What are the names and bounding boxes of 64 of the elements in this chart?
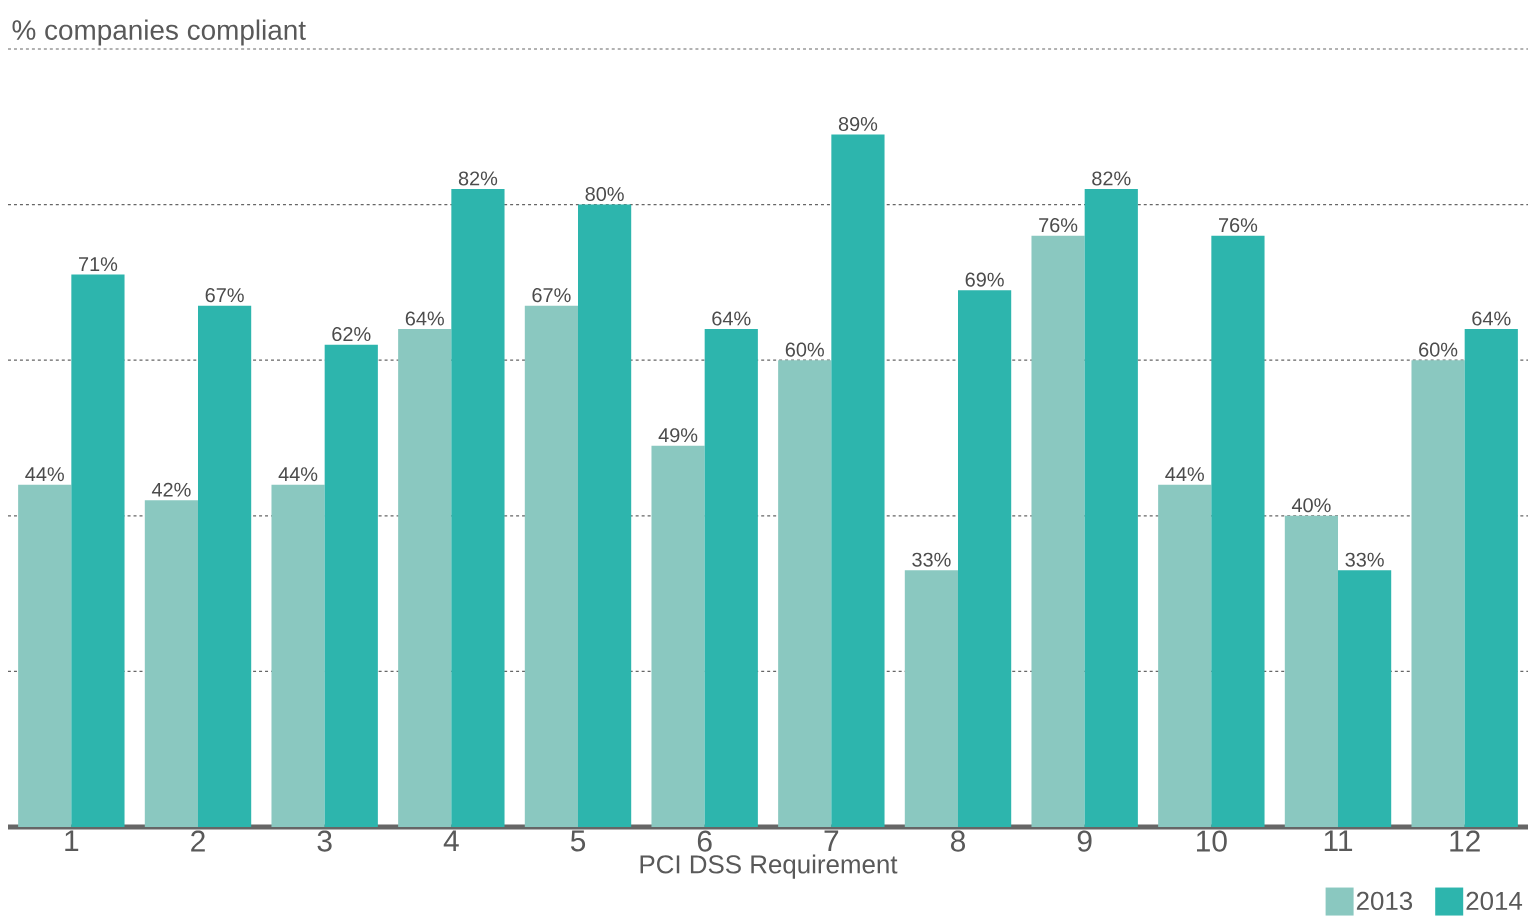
bar: [451, 189, 505, 827]
bar: [1464, 329, 1518, 827]
legend-label: 2013: [1356, 891, 1413, 911]
bar: [524, 305, 578, 827]
bar: [18, 484, 72, 827]
x-tick-label: 2: [191, 830, 205, 852]
data-label: 89%: [838, 116, 878, 132]
x-tick-label: 3: [317, 830, 332, 852]
data-label: 67%: [205, 288, 244, 303]
bar: [1158, 484, 1212, 827]
data-label: 60%: [785, 342, 824, 357]
x-tick-label: 10: [1197, 830, 1227, 852]
x-tick-label: 11: [1324, 830, 1353, 852]
bar: [651, 445, 705, 827]
bar: [398, 329, 452, 827]
data-label: 64%: [712, 311, 751, 326]
data-label: 33%: [1345, 552, 1384, 567]
data-label: 42%: [151, 482, 191, 497]
bar: [71, 274, 125, 827]
data-label: 49%: [658, 428, 698, 443]
bar: [831, 134, 885, 827]
y-axis-title: % companies compliant: [12, 19, 306, 46]
data-label: 44%: [25, 467, 64, 482]
x-tick-label: 1: [65, 830, 79, 852]
x-tick-label: 5: [570, 830, 586, 852]
bar: [704, 329, 758, 827]
x-tick-label: 4: [443, 830, 459, 852]
x-tick-label: 7: [824, 830, 839, 852]
bar: [1211, 235, 1265, 827]
data-label: 64%: [405, 311, 444, 326]
data-label: 64%: [1472, 311, 1511, 326]
x-tick-label: 6: [697, 830, 712, 852]
bar: [198, 305, 252, 827]
bar: [904, 570, 958, 827]
data-label: 69%: [965, 272, 1004, 287]
bar: [144, 500, 198, 827]
data-label: 76%: [1039, 218, 1078, 233]
bar: [271, 484, 325, 827]
data-label: 62%: [332, 327, 371, 342]
x-axis-title: PCI DSS Requirement: [640, 854, 898, 879]
data-label: 80%: [585, 186, 624, 202]
bar: [778, 360, 832, 827]
bar: [578, 204, 632, 827]
data-label: 71%: [79, 257, 118, 272]
bar: [958, 290, 1012, 827]
data-label: 33%: [912, 552, 951, 567]
data-label: 44%: [278, 467, 318, 482]
data-label: 76%: [1219, 218, 1258, 233]
data-label: 82%: [458, 171, 498, 186]
data-label: 40%: [1291, 498, 1331, 513]
bar: [1284, 515, 1339, 827]
data-label: 44%: [1165, 467, 1204, 482]
bar: [1411, 360, 1465, 827]
x-tick-label: 12: [1450, 830, 1480, 852]
bar: [1084, 189, 1138, 827]
bar: [1338, 570, 1392, 827]
data-label: 60%: [1419, 342, 1458, 357]
data-label: 82%: [1092, 171, 1131, 186]
bar: [324, 344, 378, 827]
data-label: 67%: [532, 288, 571, 303]
bar: [1031, 235, 1085, 827]
legend-label: 2014: [1466, 891, 1523, 911]
x-tick-label: 8: [950, 830, 966, 852]
x-tick-label: 9: [1077, 830, 1092, 852]
